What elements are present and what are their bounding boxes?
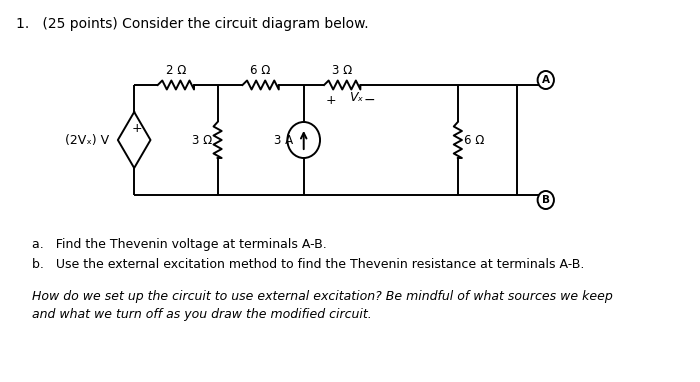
Text: 3 Ω: 3 Ω bbox=[192, 133, 212, 147]
Text: 6 Ω: 6 Ω bbox=[251, 63, 271, 76]
Text: B: B bbox=[542, 195, 550, 205]
Text: 3 Ω: 3 Ω bbox=[332, 63, 352, 76]
Text: +: + bbox=[325, 94, 336, 107]
Text: b.   Use the external excitation method to find the Thevenin resistance at termi: b. Use the external excitation method to… bbox=[32, 258, 584, 271]
Text: Vₓ: Vₓ bbox=[349, 91, 363, 104]
Text: 6 Ω: 6 Ω bbox=[464, 133, 484, 147]
Text: A: A bbox=[542, 75, 550, 85]
Text: a.   Find the Thevenin voltage at terminals A-B.: a. Find the Thevenin voltage at terminal… bbox=[32, 238, 326, 251]
Text: How do we set up the circuit to use external excitation? Be mindful of what sour: How do we set up the circuit to use exte… bbox=[32, 290, 612, 321]
Text: 1.   (25 points) Consider the circuit diagram below.: 1. (25 points) Consider the circuit diag… bbox=[16, 17, 369, 31]
Text: (2Vₓ) V: (2Vₓ) V bbox=[65, 133, 109, 147]
Text: 2 Ω: 2 Ω bbox=[166, 63, 186, 76]
Text: +: + bbox=[132, 121, 142, 134]
Text: −: − bbox=[363, 93, 375, 107]
Text: 3 A: 3 A bbox=[274, 133, 293, 147]
